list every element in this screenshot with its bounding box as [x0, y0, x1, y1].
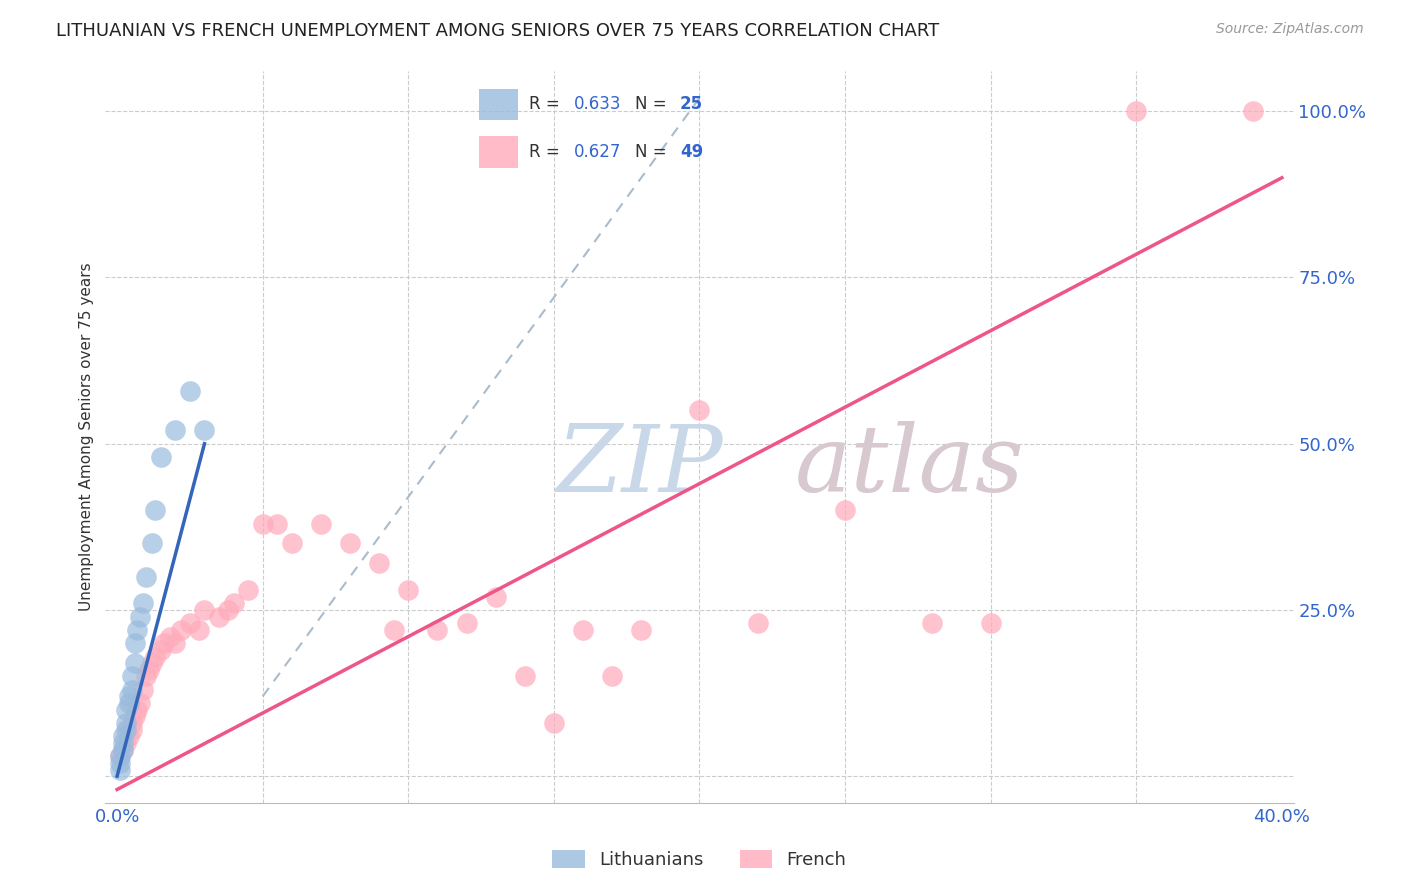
- Point: [309, 516, 332, 531]
- Text: Source: ZipAtlas.com: Source: ZipAtlas.com: [1216, 22, 1364, 37]
- Point: [170, 623, 193, 637]
- Point: [193, 603, 215, 617]
- Point: [111, 729, 134, 743]
- Point: [382, 623, 405, 637]
- Point: [114, 716, 136, 731]
- Point: [108, 763, 131, 777]
- Point: [149, 643, 172, 657]
- Point: [118, 729, 141, 743]
- Point: [132, 682, 155, 697]
- Point: [111, 742, 134, 756]
- Point: [193, 424, 215, 438]
- Point: [572, 623, 595, 637]
- Point: [108, 749, 131, 764]
- Point: [543, 716, 565, 731]
- Point: [124, 656, 146, 670]
- Point: [165, 636, 187, 650]
- Point: [143, 503, 166, 517]
- Point: [129, 696, 152, 710]
- Point: [368, 557, 391, 571]
- Point: [108, 749, 131, 764]
- Legend: Lithuanians, French: Lithuanians, French: [543, 840, 856, 878]
- Point: [236, 582, 259, 597]
- Point: [127, 623, 149, 637]
- Point: [834, 503, 856, 517]
- Point: [339, 536, 361, 550]
- Point: [396, 582, 419, 597]
- Point: [138, 663, 160, 677]
- Point: [121, 723, 143, 737]
- Text: atlas: atlas: [794, 421, 1024, 511]
- Point: [513, 669, 536, 683]
- Point: [124, 709, 146, 723]
- Point: [600, 669, 623, 683]
- Point: [165, 424, 187, 438]
- Point: [111, 742, 134, 756]
- Point: [121, 669, 143, 683]
- Text: ZIP: ZIP: [557, 421, 724, 511]
- Point: [143, 649, 166, 664]
- Point: [179, 384, 201, 398]
- Point: [129, 609, 152, 624]
- Point: [118, 690, 141, 704]
- Point: [266, 516, 288, 531]
- Point: [149, 450, 172, 464]
- Point: [217, 603, 239, 617]
- Point: [121, 716, 143, 731]
- Point: [456, 616, 478, 631]
- Point: [630, 623, 652, 637]
- Point: [222, 596, 245, 610]
- Point: [114, 703, 136, 717]
- Point: [132, 596, 155, 610]
- Point: [159, 630, 181, 644]
- Point: [121, 682, 143, 697]
- Point: [208, 609, 231, 624]
- Y-axis label: Unemployment Among Seniors over 75 years: Unemployment Among Seniors over 75 years: [79, 263, 94, 611]
- Point: [108, 756, 131, 770]
- Point: [980, 616, 1002, 631]
- Point: [1125, 104, 1147, 119]
- Point: [135, 570, 157, 584]
- Point: [1241, 104, 1264, 119]
- Point: [141, 656, 163, 670]
- Point: [114, 736, 136, 750]
- Point: [135, 669, 157, 683]
- Point: [111, 736, 134, 750]
- Point: [281, 536, 304, 550]
- Point: [179, 616, 201, 631]
- Point: [485, 590, 508, 604]
- Point: [426, 623, 449, 637]
- Point: [114, 723, 136, 737]
- Point: [152, 636, 174, 650]
- Point: [688, 403, 710, 417]
- Text: LITHUANIAN VS FRENCH UNEMPLOYMENT AMONG SENIORS OVER 75 YEARS CORRELATION CHART: LITHUANIAN VS FRENCH UNEMPLOYMENT AMONG …: [56, 22, 939, 40]
- Point: [127, 703, 149, 717]
- Point: [124, 636, 146, 650]
- Point: [118, 696, 141, 710]
- Point: [187, 623, 209, 637]
- Point: [921, 616, 943, 631]
- Point: [747, 616, 769, 631]
- Point: [141, 536, 163, 550]
- Point: [252, 516, 274, 531]
